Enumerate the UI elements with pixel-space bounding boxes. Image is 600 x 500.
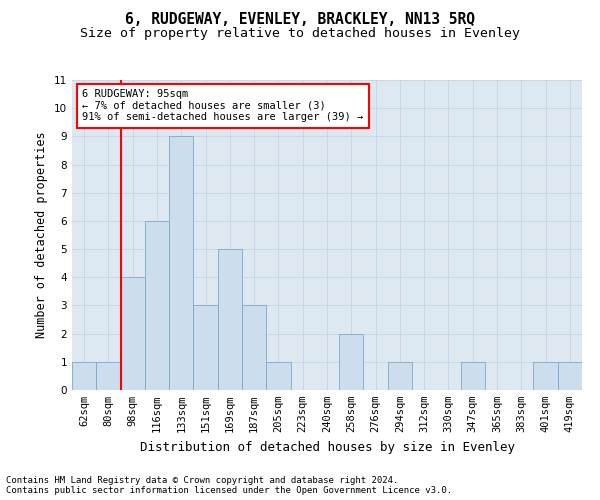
Bar [266, 362, 290, 390]
Bar [533, 362, 558, 390]
Bar [72, 362, 96, 390]
X-axis label: Distribution of detached houses by size in Evenley: Distribution of detached houses by size … [139, 440, 515, 454]
Text: 6 RUDGEWAY: 95sqm
← 7% of detached houses are smaller (3)
91% of semi-detached h: 6 RUDGEWAY: 95sqm ← 7% of detached house… [82, 90, 364, 122]
Y-axis label: Number of detached properties: Number of detached properties [35, 132, 49, 338]
Bar [558, 362, 582, 390]
Bar [339, 334, 364, 390]
Bar [145, 221, 169, 390]
Bar [218, 249, 242, 390]
Bar [461, 362, 485, 390]
Bar [242, 306, 266, 390]
Bar [121, 278, 145, 390]
Bar [388, 362, 412, 390]
Bar [96, 362, 121, 390]
Text: 6, RUDGEWAY, EVENLEY, BRACKLEY, NN13 5RQ: 6, RUDGEWAY, EVENLEY, BRACKLEY, NN13 5RQ [125, 12, 475, 28]
Text: Contains HM Land Registry data © Crown copyright and database right 2024.: Contains HM Land Registry data © Crown c… [6, 476, 398, 485]
Text: Contains public sector information licensed under the Open Government Licence v3: Contains public sector information licen… [6, 486, 452, 495]
Text: Size of property relative to detached houses in Evenley: Size of property relative to detached ho… [80, 28, 520, 40]
Bar [193, 306, 218, 390]
Bar [169, 136, 193, 390]
